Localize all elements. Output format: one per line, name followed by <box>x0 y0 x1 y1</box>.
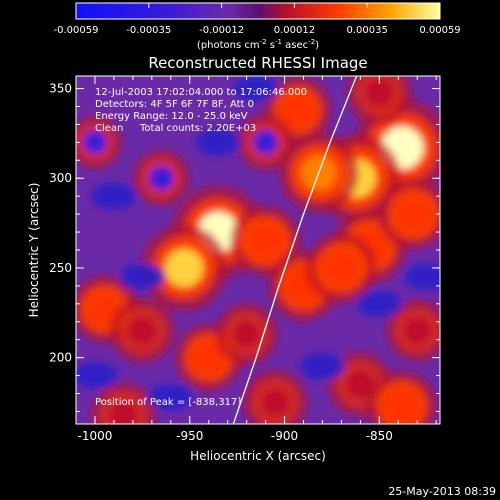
heatmap-peak <box>89 294 120 325</box>
annotation-energy: Energy Range: 12.0 - 25.0 keV <box>95 111 248 122</box>
heatmap-low <box>195 129 241 156</box>
heatmap-peak <box>148 165 174 191</box>
x-tick-label: -950 <box>176 429 203 443</box>
heatmap-low <box>148 383 194 411</box>
chart-title: Reconstructed RHESSI Image <box>148 54 367 72</box>
colorbar-tick-label: 0.00059 <box>419 25 460 36</box>
colorbar-tick-label: -0.00059 <box>54 25 99 36</box>
heatmap-low <box>403 263 440 291</box>
heatmap-low <box>91 182 137 210</box>
heatmap-low <box>356 290 403 318</box>
colorbar-tick-label: -0.00035 <box>126 25 171 36</box>
annotation-time-range: 12-Jul-2003 17:02:04.000 to 17:06:46.000 <box>95 87 307 98</box>
heatmap-peak <box>250 225 282 257</box>
heatmap-peak <box>165 248 204 287</box>
x-tick-label: -850 <box>366 429 393 443</box>
heatmap-peak <box>325 252 357 284</box>
colorbar-tick-label: 0.00035 <box>347 25 388 36</box>
solar-limb-curve <box>232 76 358 424</box>
heatmap-peak <box>397 198 430 230</box>
y-tick-label: 350 <box>49 82 72 96</box>
colorbar-label: (photons cm-2 s-1 asec-2) <box>197 38 319 51</box>
heatmap-peak <box>403 317 431 345</box>
heatmap-peak <box>128 316 157 346</box>
x-tick-label: -1000 <box>78 429 113 443</box>
x-tick-label: -900 <box>271 429 298 443</box>
heatmap-peak <box>260 388 290 417</box>
annotation-peak: Position of Peak = [-838,317] <box>95 397 241 408</box>
heatmap-peak <box>83 130 107 155</box>
y-tick-label: 250 <box>49 261 72 275</box>
colorbar-tick-label: 0.00012 <box>274 25 315 36</box>
heatmap-peak <box>232 320 261 348</box>
annotation-method: Clean <box>95 123 123 134</box>
y-tick-label: 300 <box>49 171 72 185</box>
colorbar-tick-label: -0.00012 <box>199 25 244 36</box>
axis-ticks: -1000 -950 -900 -850 200 250 300 350 <box>49 76 440 443</box>
heatmap-peak <box>365 77 394 107</box>
heatmap-peak <box>109 400 138 424</box>
heatmap-peak <box>282 95 313 126</box>
annotation-counts: Total counts: 2.20E+03 <box>139 123 256 134</box>
heatmap-low <box>76 362 118 389</box>
annotation-detectors: Detectors: 4F 5F 6F 7F 8F, Att 0 <box>95 99 254 110</box>
heatmap-peak <box>346 370 375 399</box>
colorbar-gradient <box>75 2 441 20</box>
x-axis-label: Heliocentric X (arcsec) <box>190 449 326 463</box>
heatmap-peak <box>386 390 418 422</box>
y-tick-label: 200 <box>49 351 72 365</box>
y-axis-label: Heliocentric Y (arcsec) <box>27 183 41 318</box>
colorbar-ticks: -0.00059 -0.00035 -0.00012 0.00012 0.00035 0.… <box>54 3 461 36</box>
heatmap-low <box>233 76 279 102</box>
datestamp: 25-May-2013 08:39 <box>388 485 496 498</box>
heatmap-peak <box>253 130 278 155</box>
colorbar: -0.00059 -0.00035 -0.00012 0.00012 0.00035 0.… <box>54 2 461 51</box>
heatmap-low <box>119 263 166 291</box>
heatmap-low <box>299 353 346 380</box>
heatmap-peak <box>193 342 224 373</box>
heatmap-field <box>76 76 440 424</box>
